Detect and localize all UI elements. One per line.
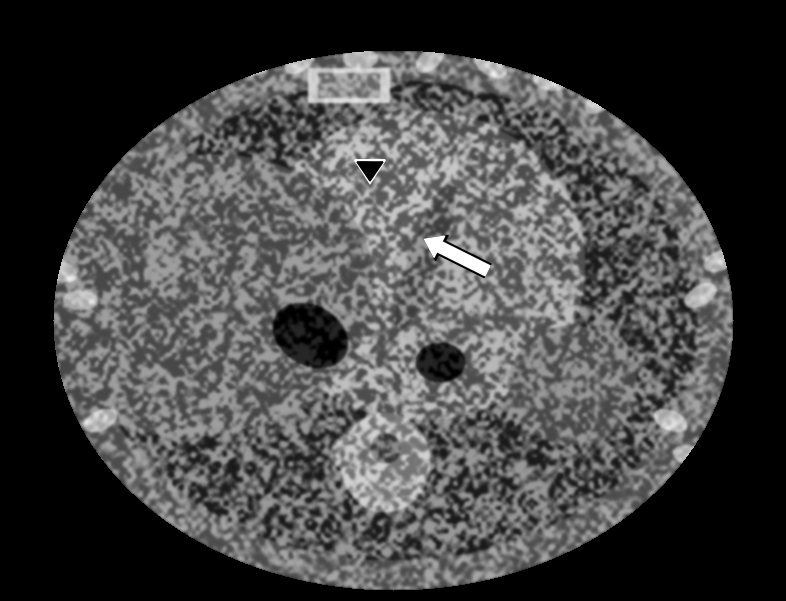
FancyArrowPatch shape xyxy=(424,236,490,276)
Polygon shape xyxy=(357,162,383,181)
FancyArrowPatch shape xyxy=(424,236,491,278)
